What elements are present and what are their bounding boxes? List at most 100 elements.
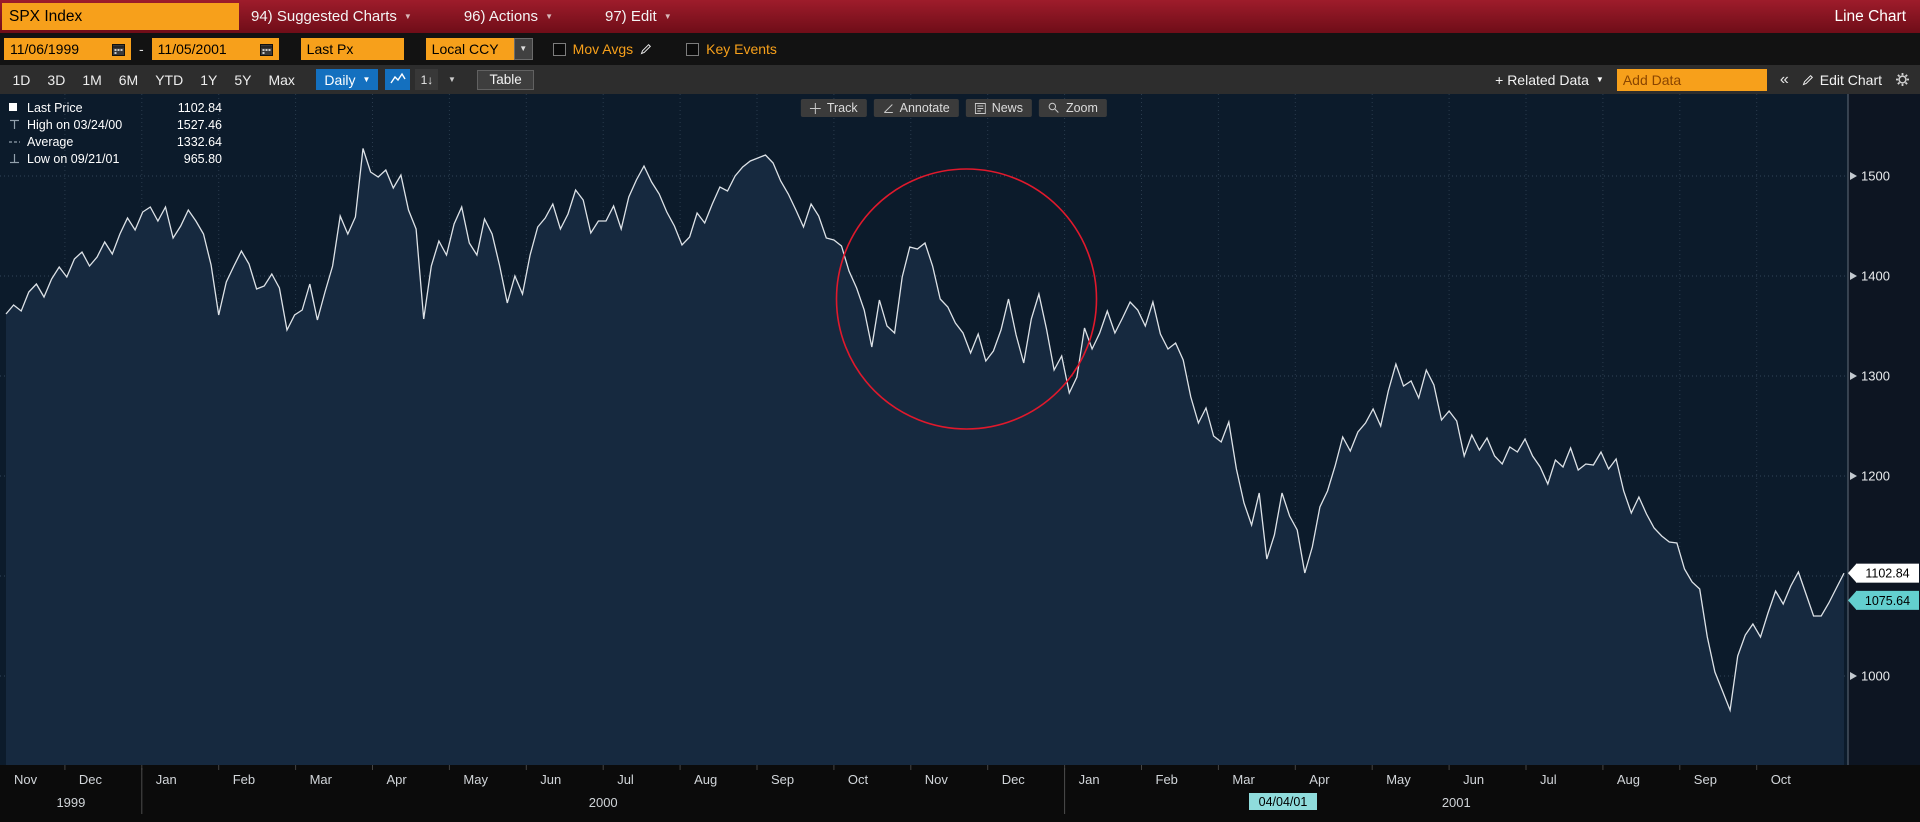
axis-layout-button[interactable]: 1↓ [415, 69, 439, 90]
currency-select-group: Local CCY ▼ [425, 38, 533, 60]
chart-type-dropdown[interactable]: ▼ [443, 69, 460, 90]
chevron-down-icon: ▼ [362, 74, 371, 84]
svg-text:Jan: Jan [156, 772, 177, 787]
chart-legend: Last Price 1102.84 High on 03/24/00 1527.46… [8, 99, 222, 167]
collapse-panel-button[interactable]: « [1779, 70, 1789, 88]
currency-select[interactable]: Local CCY [425, 38, 514, 60]
low-marker-icon [8, 152, 27, 165]
svg-text:Oct: Oct [848, 772, 869, 787]
svg-text:Sep: Sep [1694, 772, 1717, 787]
price-chart[interactable]: 1500 1400 1300 1200 1000 1102.84 1075.64 Nov Dec… [0, 94, 1920, 822]
crosshair-icon [809, 102, 821, 114]
svg-text:Dec: Dec [79, 772, 103, 787]
svg-text:Mar: Mar [310, 772, 333, 787]
line-chart-type-button[interactable] [385, 69, 411, 90]
svg-text:Jan: Jan [1079, 772, 1100, 787]
price-area [6, 148, 1844, 765]
gear-icon[interactable] [1895, 72, 1910, 87]
period-3d[interactable]: 3D [47, 71, 66, 88]
svg-text:Sep: Sep [771, 772, 794, 787]
date-to-value: 11/05/2001 [157, 41, 227, 57]
chevron-down-icon: ▼ [1595, 74, 1604, 84]
red-circle-annotation[interactable] [835, 168, 1098, 430]
svg-text:2001: 2001 [1442, 795, 1471, 810]
settings-bar: 11/06/1999 - 11/05/2001 Last Px Local CC… [0, 33, 1920, 65]
key-events-checkbox[interactable] [686, 42, 700, 56]
menu-actions[interactable]: 96) Actions ▼ [463, 8, 553, 25]
tool-zoom-button[interactable]: Zoom [1038, 99, 1107, 117]
news-icon [974, 102, 986, 114]
period-buttons: 1D 3D 1M 6M YTD 1Y 5Y Max [4, 72, 303, 88]
tool-annotate-button[interactable]: Annotate [873, 99, 959, 117]
mov-avgs-label: Mov Avgs [572, 41, 634, 57]
square-marker-icon [8, 102, 27, 113]
date-range-separator: - [139, 41, 144, 57]
svg-text:Jul: Jul [1540, 772, 1557, 787]
svg-text:May: May [1386, 772, 1411, 787]
svg-text:May: May [463, 772, 488, 787]
track-date-highlight [1249, 793, 1317, 810]
period-1d[interactable]: 1D [12, 71, 31, 88]
calendar-icon[interactable] [112, 43, 125, 56]
period-1y[interactable]: 1Y [200, 71, 218, 88]
chevron-down-icon: ▼ [545, 11, 553, 21]
price-line [5, 148, 1845, 713]
period-ytd[interactable]: YTD [155, 71, 184, 88]
svg-text:1999: 1999 [56, 795, 85, 810]
key-events-label: Key Events [706, 41, 777, 57]
frequency-select[interactable]: Daily ▼ [316, 69, 379, 90]
svg-text:Mar: Mar [1232, 772, 1255, 787]
related-data-button[interactable]: + Related Data ▼ [1495, 72, 1604, 88]
svg-text:Aug: Aug [694, 772, 717, 787]
currency-value: Local CCY [431, 41, 499, 57]
pencil-icon[interactable] [640, 43, 652, 55]
toolbar-right-group: + Related Data ▼ « Edit Chart [1495, 68, 1910, 91]
svg-text:1400: 1400 [1861, 269, 1890, 284]
edit-chart-button[interactable]: Edit Chart [1802, 72, 1882, 88]
frequency-value: Daily [324, 71, 356, 88]
svg-text:Nov: Nov [14, 772, 38, 787]
top-menus: 94) Suggested Charts ▼ 96) Actions ▼ 97) Edi… [251, 8, 672, 25]
period-max[interactable]: Max [268, 71, 295, 88]
svg-text:04/04/01: 04/04/01 [1259, 795, 1308, 809]
svg-text:Feb: Feb [1156, 772, 1178, 787]
svg-text:1200: 1200 [1861, 469, 1890, 484]
date-from-input[interactable]: 11/06/1999 [4, 38, 131, 60]
tool-news-button[interactable]: News [965, 99, 1032, 117]
calendar-icon[interactable] [259, 43, 273, 56]
magnifier-icon [1048, 102, 1060, 114]
table-button[interactable]: Table [477, 69, 534, 90]
related-data-label: + Related Data [1495, 71, 1589, 88]
add-data-input[interactable] [1616, 68, 1767, 91]
mov-avgs-checkbox[interactable] [552, 42, 566, 56]
period-1m[interactable]: 1M [82, 71, 102, 88]
tool-track-button[interactable]: Track [800, 99, 867, 117]
price-field-value: Last Px [306, 41, 354, 57]
period-5y[interactable]: 5Y [234, 71, 252, 88]
svg-text:1000: 1000 [1861, 669, 1890, 684]
svg-text:2000: 2000 [589, 795, 618, 810]
date-to-input[interactable]: 11/05/2001 [151, 38, 279, 60]
chart-area[interactable]: 1500 1400 1300 1200 1000 1102.84 1075.64 Nov Dec… [0, 94, 1920, 822]
svg-text:1102.84: 1102.84 [1865, 567, 1909, 581]
line-chart-icon [390, 72, 406, 88]
high-marker-icon [8, 118, 27, 131]
svg-text:1500: 1500 [1861, 169, 1890, 184]
chart-toolbar: 1D 3D 1M 6M YTD 1Y 5Y Max Daily ▼ 1↓ ▼ Table + … [0, 65, 1920, 94]
period-6m[interactable]: 6M [118, 71, 139, 88]
angle-icon [883, 103, 894, 114]
chevron-down-icon: ▼ [519, 44, 528, 53]
menu-suggested-charts[interactable]: 94) Suggested Charts ▼ [251, 8, 412, 25]
view-title: Line Chart [1834, 7, 1906, 25]
legend-item-high: High on 03/24/00 1527.46 [8, 116, 222, 133]
svg-text:Apr: Apr [387, 772, 408, 787]
svg-text:Jun: Jun [540, 772, 561, 787]
menu-edit[interactable]: 97) Edit ▼ [604, 8, 672, 25]
svg-text:Apr: Apr [1309, 772, 1330, 787]
currency-dropdown-button[interactable]: ▼ [513, 38, 533, 60]
security-input[interactable]: SPX Index [2, 3, 239, 30]
svg-text:1300: 1300 [1861, 369, 1890, 384]
price-field-select[interactable]: Last Px [300, 38, 404, 60]
legend-item-low: Low on 09/21/01 965.80 [8, 150, 222, 167]
svg-text:Feb: Feb [233, 772, 255, 787]
